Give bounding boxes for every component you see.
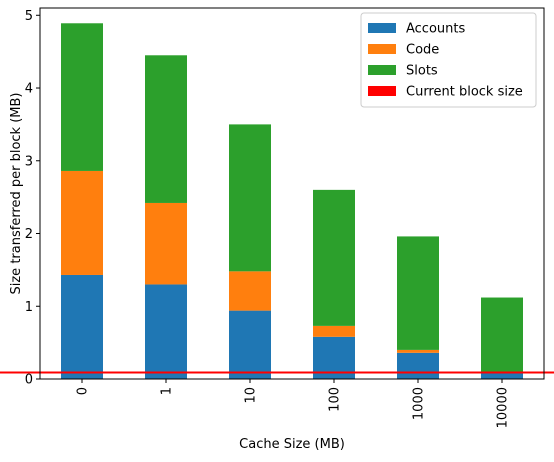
bar-accounts-1000 (397, 352, 439, 379)
bar-slots-1 (145, 55, 187, 203)
legend-box (360, 12, 537, 108)
y-axis: 0 1 2 3 4 5 (25, 9, 40, 388)
bar-accounts-10 (229, 310, 271, 379)
x-tick-label: 10000 (496, 387, 511, 428)
legend-label-current-block-size: Current block size (406, 85, 523, 100)
plot-frame (39, 7, 545, 380)
bars-layer (61, 23, 523, 379)
legend-label-slots: Slots (406, 64, 438, 79)
bar-accounts-0 (61, 274, 103, 379)
x-tick-label: 1000 (412, 387, 427, 420)
legend-swatch-code (368, 44, 396, 54)
legend-swatch-accounts (368, 23, 396, 33)
bar-slots-0 (61, 23, 103, 171)
legend-swatch-current-block-size (368, 86, 396, 96)
bar-slots-100 (313, 189, 355, 326)
bar-code-0 (61, 170, 103, 275)
bar-slots-1000 (397, 236, 439, 350)
x-axis: 0 1 10 100 1000 10000 (76, 379, 511, 428)
x-tick-label: 10 (244, 387, 259, 404)
x-tick-label: 0 (76, 387, 91, 395)
bar-code-1 (145, 202, 187, 285)
x-axis-label: Cache Size (MB) (239, 437, 345, 452)
y-axis-label: Size transferred per block (MB) (9, 92, 24, 294)
bar-slots-10 (229, 124, 271, 272)
bar-slots-10000 (481, 297, 523, 372)
legend-label-accounts: Accounts (406, 22, 465, 37)
legend-label-code: Code (406, 43, 439, 58)
x-tick-label: 1 (160, 387, 175, 395)
y-tick-label: 4 (25, 82, 33, 97)
x-tick-label: 100 (328, 387, 343, 412)
y-tick-label: 0 (25, 373, 33, 388)
y-tick-label: 5 (25, 9, 33, 24)
bar-code-10 (229, 271, 271, 311)
bar-accounts-10000 (481, 373, 523, 379)
y-tick-label: 1 (25, 300, 33, 315)
y-tick-label: 3 (25, 154, 33, 169)
legend: Accounts Code Slots Current block size (360, 12, 537, 108)
bar-accounts-1 (145, 284, 187, 379)
legend-swatch-slots (368, 65, 396, 75)
bar-code-1000 (397, 349, 439, 353)
bar-code-100 (313, 325, 355, 337)
y-tick-label: 2 (25, 227, 33, 242)
